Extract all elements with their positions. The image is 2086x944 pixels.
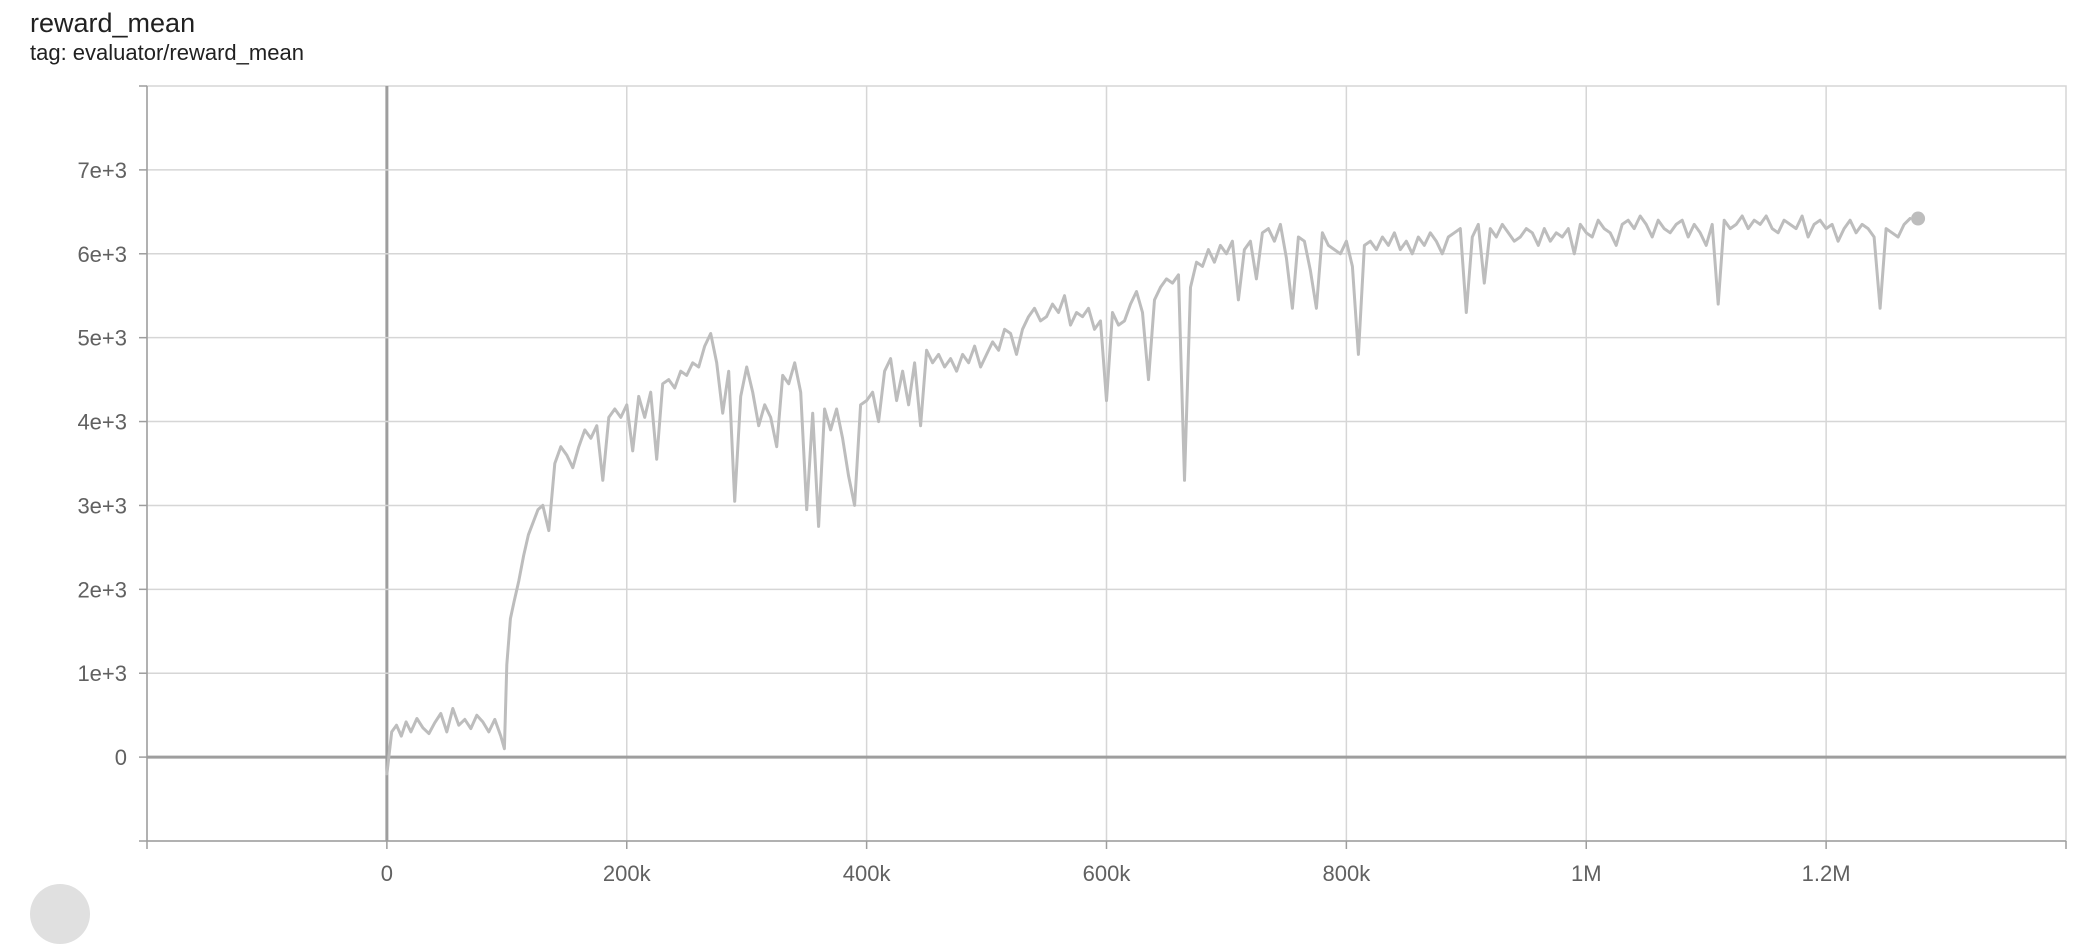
line-chart[interactable]: 0 200k 400k 600k 800k 1M 1.2M 0 1e+3 2e+3 3e+3 4e+3… <box>0 0 2086 896</box>
grid-layer <box>146 85 2067 842</box>
y-tick-label: 4e+3 <box>77 410 127 435</box>
y-tick-label: 6e+3 <box>77 242 127 267</box>
series-layer <box>385 211 1926 776</box>
y-tick-label: 2e+3 <box>77 577 127 602</box>
toggle-button[interactable] <box>30 884 90 944</box>
card-header: reward_mean tag: evaluator/reward_mean <box>30 6 930 66</box>
x-tick-label: 200k <box>603 861 652 886</box>
card-tag: tag: evaluator/reward_mean <box>30 40 304 65</box>
card-title: reward_mean <box>30 8 196 38</box>
series-last-point <box>1911 211 1926 226</box>
x-tick-label: 800k <box>1323 861 1372 886</box>
x-tick-label: 0 <box>381 861 393 886</box>
x-tick-label: 400k <box>843 861 892 886</box>
tick-label-layer: 0 200k 400k 600k 800k 1M 1.2M 0 1e+3 2e+3 3e+3 4e+3… <box>77 158 1850 886</box>
y-tick-label: 3e+3 <box>77 493 127 518</box>
y-tick-label: 5e+3 <box>77 326 127 351</box>
axis-layer <box>139 85 2067 849</box>
series-line <box>385 214 1912 776</box>
x-tick-label: 1.2M <box>1802 861 1851 886</box>
y-tick-label: 0 <box>115 745 127 770</box>
y-tick-label: 7e+3 <box>77 158 127 183</box>
x-tick-label: 600k <box>1083 861 1132 886</box>
x-tick-label: 1M <box>1571 861 1602 886</box>
y-tick-label: 1e+3 <box>77 661 127 686</box>
